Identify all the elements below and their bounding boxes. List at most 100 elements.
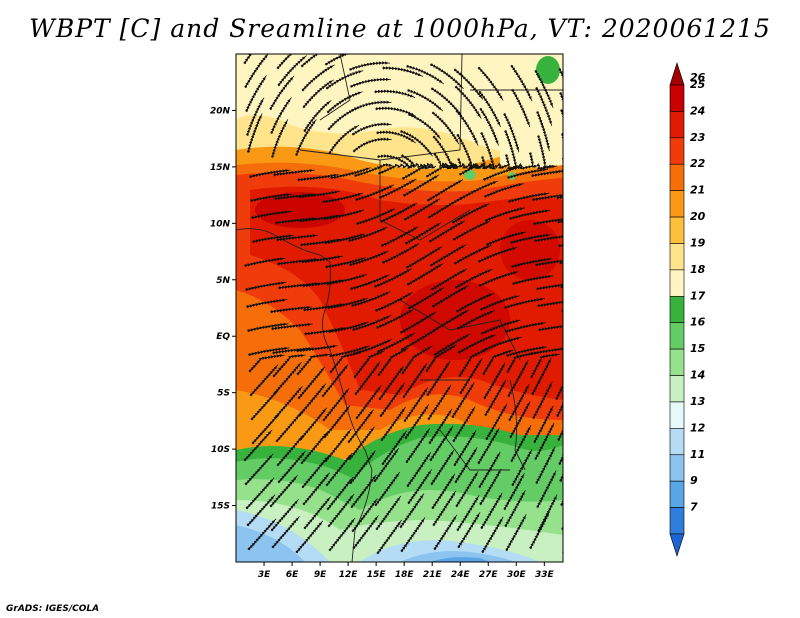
streamline: [348, 250, 389, 267]
streamline: [250, 210, 293, 220]
streamline: [400, 328, 438, 351]
colorbar-swatch: [669, 428, 685, 456]
colorbar-label: 9: [690, 474, 698, 487]
streamline: [324, 54, 363, 66]
colorbar-label: 7: [690, 501, 698, 514]
streamline: [559, 278, 563, 289]
streamline: [561, 319, 563, 330]
colorbar-label: 21: [690, 184, 705, 197]
streamline: [328, 517, 356, 552]
colorbar-label: 24: [690, 104, 705, 117]
lon-tick-label: 30E: [507, 570, 527, 580]
streamline: [297, 190, 340, 199]
lon-tick-label: 27E: [479, 570, 499, 580]
lon-tick-label: 15E: [367, 570, 387, 580]
colorbar-label: 15: [690, 342, 706, 355]
chart-title: WBPT [C] and Sreamline at 1000hPa, VT: 2…: [29, 14, 771, 43]
streamline: [531, 192, 563, 202]
streamline: [328, 125, 360, 155]
streamline: [529, 511, 550, 550]
streamline: [295, 520, 324, 554]
lat-tick-label: 15N: [210, 163, 231, 173]
colorbar-swatch: [669, 348, 685, 376]
streamline: [479, 107, 499, 146]
streamline: [272, 169, 315, 177]
colorbar-label: 19: [690, 236, 706, 249]
streamline: [270, 119, 289, 159]
colorbar-swatch: [669, 216, 685, 244]
streamline: [479, 295, 520, 311]
lon-tick-label: 12E: [339, 570, 359, 580]
lon-tick-label: 18E: [395, 570, 415, 580]
colorbar-swatch: [669, 295, 685, 324]
streamline: [245, 298, 288, 309]
lon-tick-label: 24E: [451, 570, 471, 580]
streamline: [481, 516, 504, 554]
streamline: [528, 151, 558, 171]
streamline: [454, 85, 482, 119]
colorbar-bottom-arrow: [669, 533, 685, 557]
colorbar-label: 13: [690, 395, 706, 408]
streamline: [481, 336, 522, 353]
lat-tick-label: EQ: [216, 332, 230, 342]
colorbar-swatch: [669, 401, 685, 429]
footer-credit: GrADS: IGES/COLA: [6, 604, 100, 614]
colorbar-swatch: [669, 243, 685, 271]
streamline: [271, 516, 300, 549]
streamline: [558, 67, 563, 106]
streamline: [505, 514, 527, 552]
colorbar-swatch: [669, 454, 685, 482]
streamline: [483, 183, 524, 199]
streamline: [534, 257, 563, 267]
streamline: [511, 88, 531, 128]
streamline: [399, 129, 433, 157]
lon-tick-label: 33E: [535, 570, 555, 580]
lat-tick-label: 20N: [210, 106, 231, 116]
streamline: [558, 254, 563, 265]
colorbar-label: 26: [690, 71, 706, 84]
streamline: [381, 243, 420, 265]
streamline: [373, 268, 412, 289]
streamline: [402, 174, 440, 197]
lon-axis: 3E 6E 9E 12E 15E 18E 21E 24E 27E 30E 33E: [258, 562, 555, 580]
streamline: [352, 137, 392, 153]
streamline: [484, 207, 525, 223]
streamline: [560, 302, 563, 313]
colorbar-swatch: [669, 322, 685, 350]
streamline: [480, 319, 521, 335]
streamline: [352, 515, 379, 550]
streamline: [559, 469, 563, 507]
streamline: [452, 220, 491, 241]
lat-tick-label: 15S: [211, 502, 230, 512]
colorbar-swatch: [669, 111, 685, 139]
streamline: [533, 233, 563, 243]
streamline: [477, 247, 518, 263]
lon-tick-label: 6E: [286, 570, 299, 580]
streamline: [294, 119, 317, 157]
colorbar-label: 22: [690, 157, 706, 170]
streamline: [536, 298, 563, 308]
streamline: [560, 132, 563, 170]
colorbar-swatch: [669, 269, 685, 297]
colorbar-swatch: [669, 507, 685, 535]
lat-tick-label: 5S: [217, 389, 230, 399]
colorbar-label: 17: [690, 289, 706, 302]
lat-tick-label: 10S: [211, 445, 230, 455]
streamline: [485, 231, 526, 247]
streamline: [562, 352, 563, 376]
colorbar-swatch: [669, 480, 685, 508]
lat-axis: 20N 15N 10N 5N EQ 5S 10S 15S: [210, 106, 236, 512]
lon-tick-label: 21E: [423, 570, 443, 580]
streamline: [561, 157, 563, 170]
streamline: [482, 166, 523, 182]
streamline: [374, 292, 413, 313]
streamline: [457, 512, 481, 549]
streamline: [532, 216, 563, 226]
streamline: [406, 263, 444, 286]
colorbar-label: 14: [690, 369, 705, 382]
streamline: [557, 237, 563, 248]
colorbar-label: 18: [690, 263, 706, 276]
colorbar-label: 20: [690, 210, 706, 223]
streamline: [564, 165, 605, 174]
